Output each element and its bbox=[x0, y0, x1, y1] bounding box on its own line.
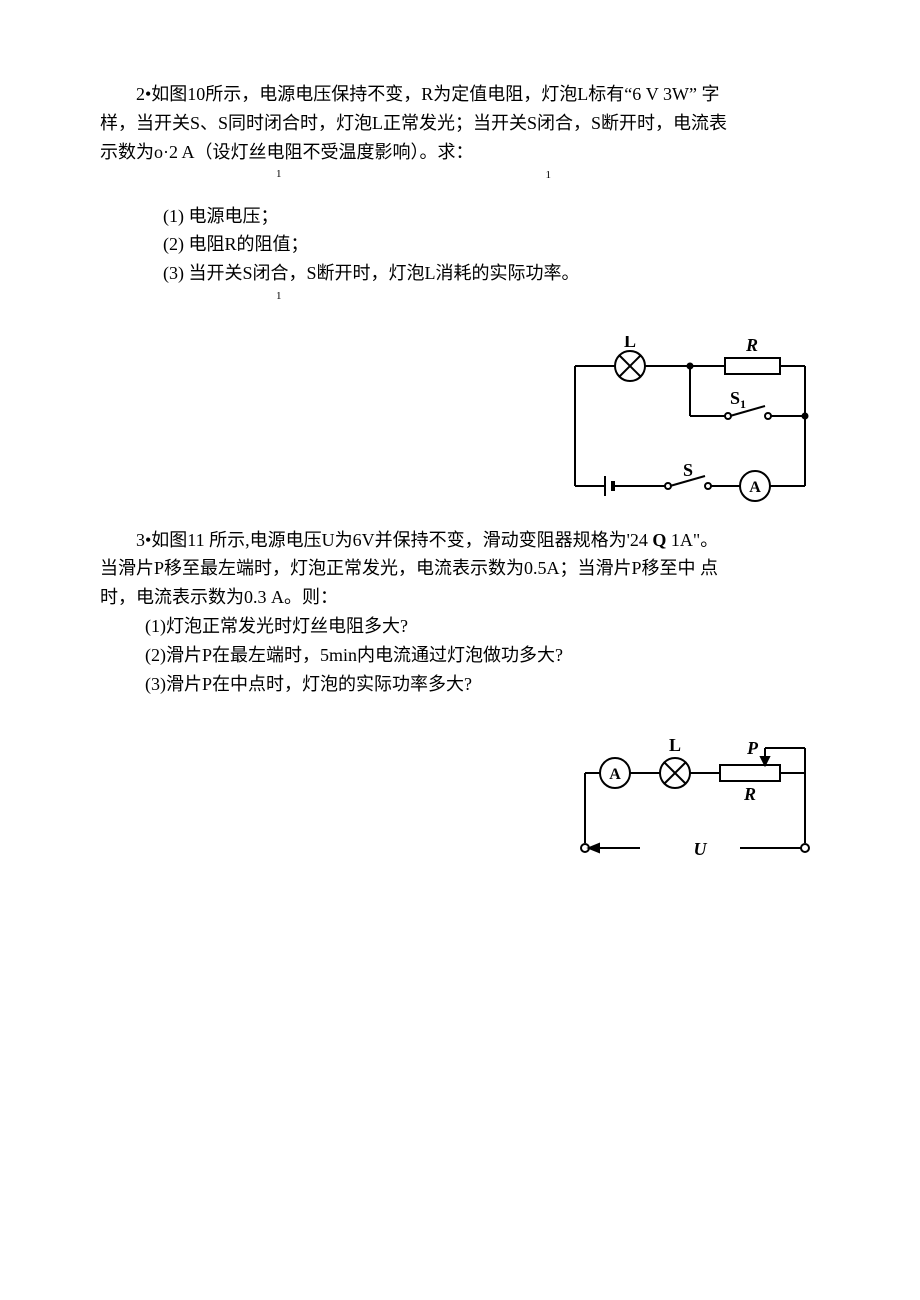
label-S1: S1 bbox=[730, 388, 746, 411]
problem-3-q1: (1)灯泡正常发光时灯丝电阻多大? bbox=[145, 612, 820, 641]
label-A: A bbox=[749, 479, 761, 496]
sub-note-1b: 1 bbox=[546, 167, 821, 185]
problem-3-line1: 3•如图11 所示,电源电压U为6V并保持不变，滑动变阻器规格为'24 Q 1A… bbox=[100, 526, 820, 555]
problem-3-line3: 时，电流表示数为0.3 A。则： bbox=[100, 583, 820, 612]
label-L2: L bbox=[669, 735, 681, 755]
circuit-1-container: L R S1 S A bbox=[100, 336, 820, 516]
problem-2-q2: (2) 电阻R的阻值； bbox=[163, 230, 820, 259]
label-R2: R bbox=[743, 784, 756, 804]
label-R: R bbox=[745, 336, 758, 355]
problem-2-line3: 示数为o·2 A（设灯丝电阻不受温度影响）。求： bbox=[100, 138, 820, 167]
problem-3-line2: 当滑片P移至最左端时，灯泡正常发光，电流表示数为0.5A；当滑片P移至中 点 bbox=[100, 554, 820, 583]
problem-2-line2: 样，当开关S、S同时闭合时，灯泡L正常发光；当开关S闭合，S断开时，电流表 bbox=[100, 109, 820, 138]
circuit-2: L P R A U bbox=[570, 728, 820, 878]
label-L: L bbox=[624, 336, 636, 351]
problem-2-line1: 2•如图10所示，电源电压保持不变，R为定值电阻，灯泡L标有“6 V 3W” 字 bbox=[100, 80, 820, 109]
label-S: S bbox=[683, 460, 693, 480]
problem-3: 3•如图11 所示,电源电压U为6V并保持不变，滑动变阻器规格为'24 Q 1A… bbox=[100, 526, 820, 699]
problem-2-q1: (1) 电源电压； bbox=[163, 202, 820, 231]
problem-3-q3: (3)滑片P在中点时，灯泡的实际功率多大? bbox=[145, 670, 820, 699]
label-A2: A bbox=[609, 766, 621, 783]
problem-2: 2•如图10所示，电源电压保持不变，R为定值电阻，灯泡L标有“6 V 3W” 字… bbox=[100, 80, 820, 306]
sub-note-1c: 1 bbox=[276, 288, 820, 306]
circuit-2-container: L P R A U bbox=[100, 728, 820, 878]
p3-l1-a: 3•如图11 所示,电源电压U为6V并保持不变，滑动变阻器规格为'24 bbox=[136, 530, 652, 550]
label-P: P bbox=[746, 738, 759, 758]
problem-3-q2: (2)滑片P在最左端时，5min内电流通过灯泡做功多大? bbox=[145, 641, 820, 670]
problem-2-q3: (3) 当开关S闭合，S断开时，灯泡L消耗的实际功率。 bbox=[163, 259, 820, 288]
label-U: U bbox=[694, 839, 708, 859]
p3-l1-q: Q bbox=[652, 530, 666, 550]
circuit-1: L R S1 S A bbox=[560, 336, 820, 516]
p3-l1-b: 1A"。 bbox=[666, 530, 718, 550]
